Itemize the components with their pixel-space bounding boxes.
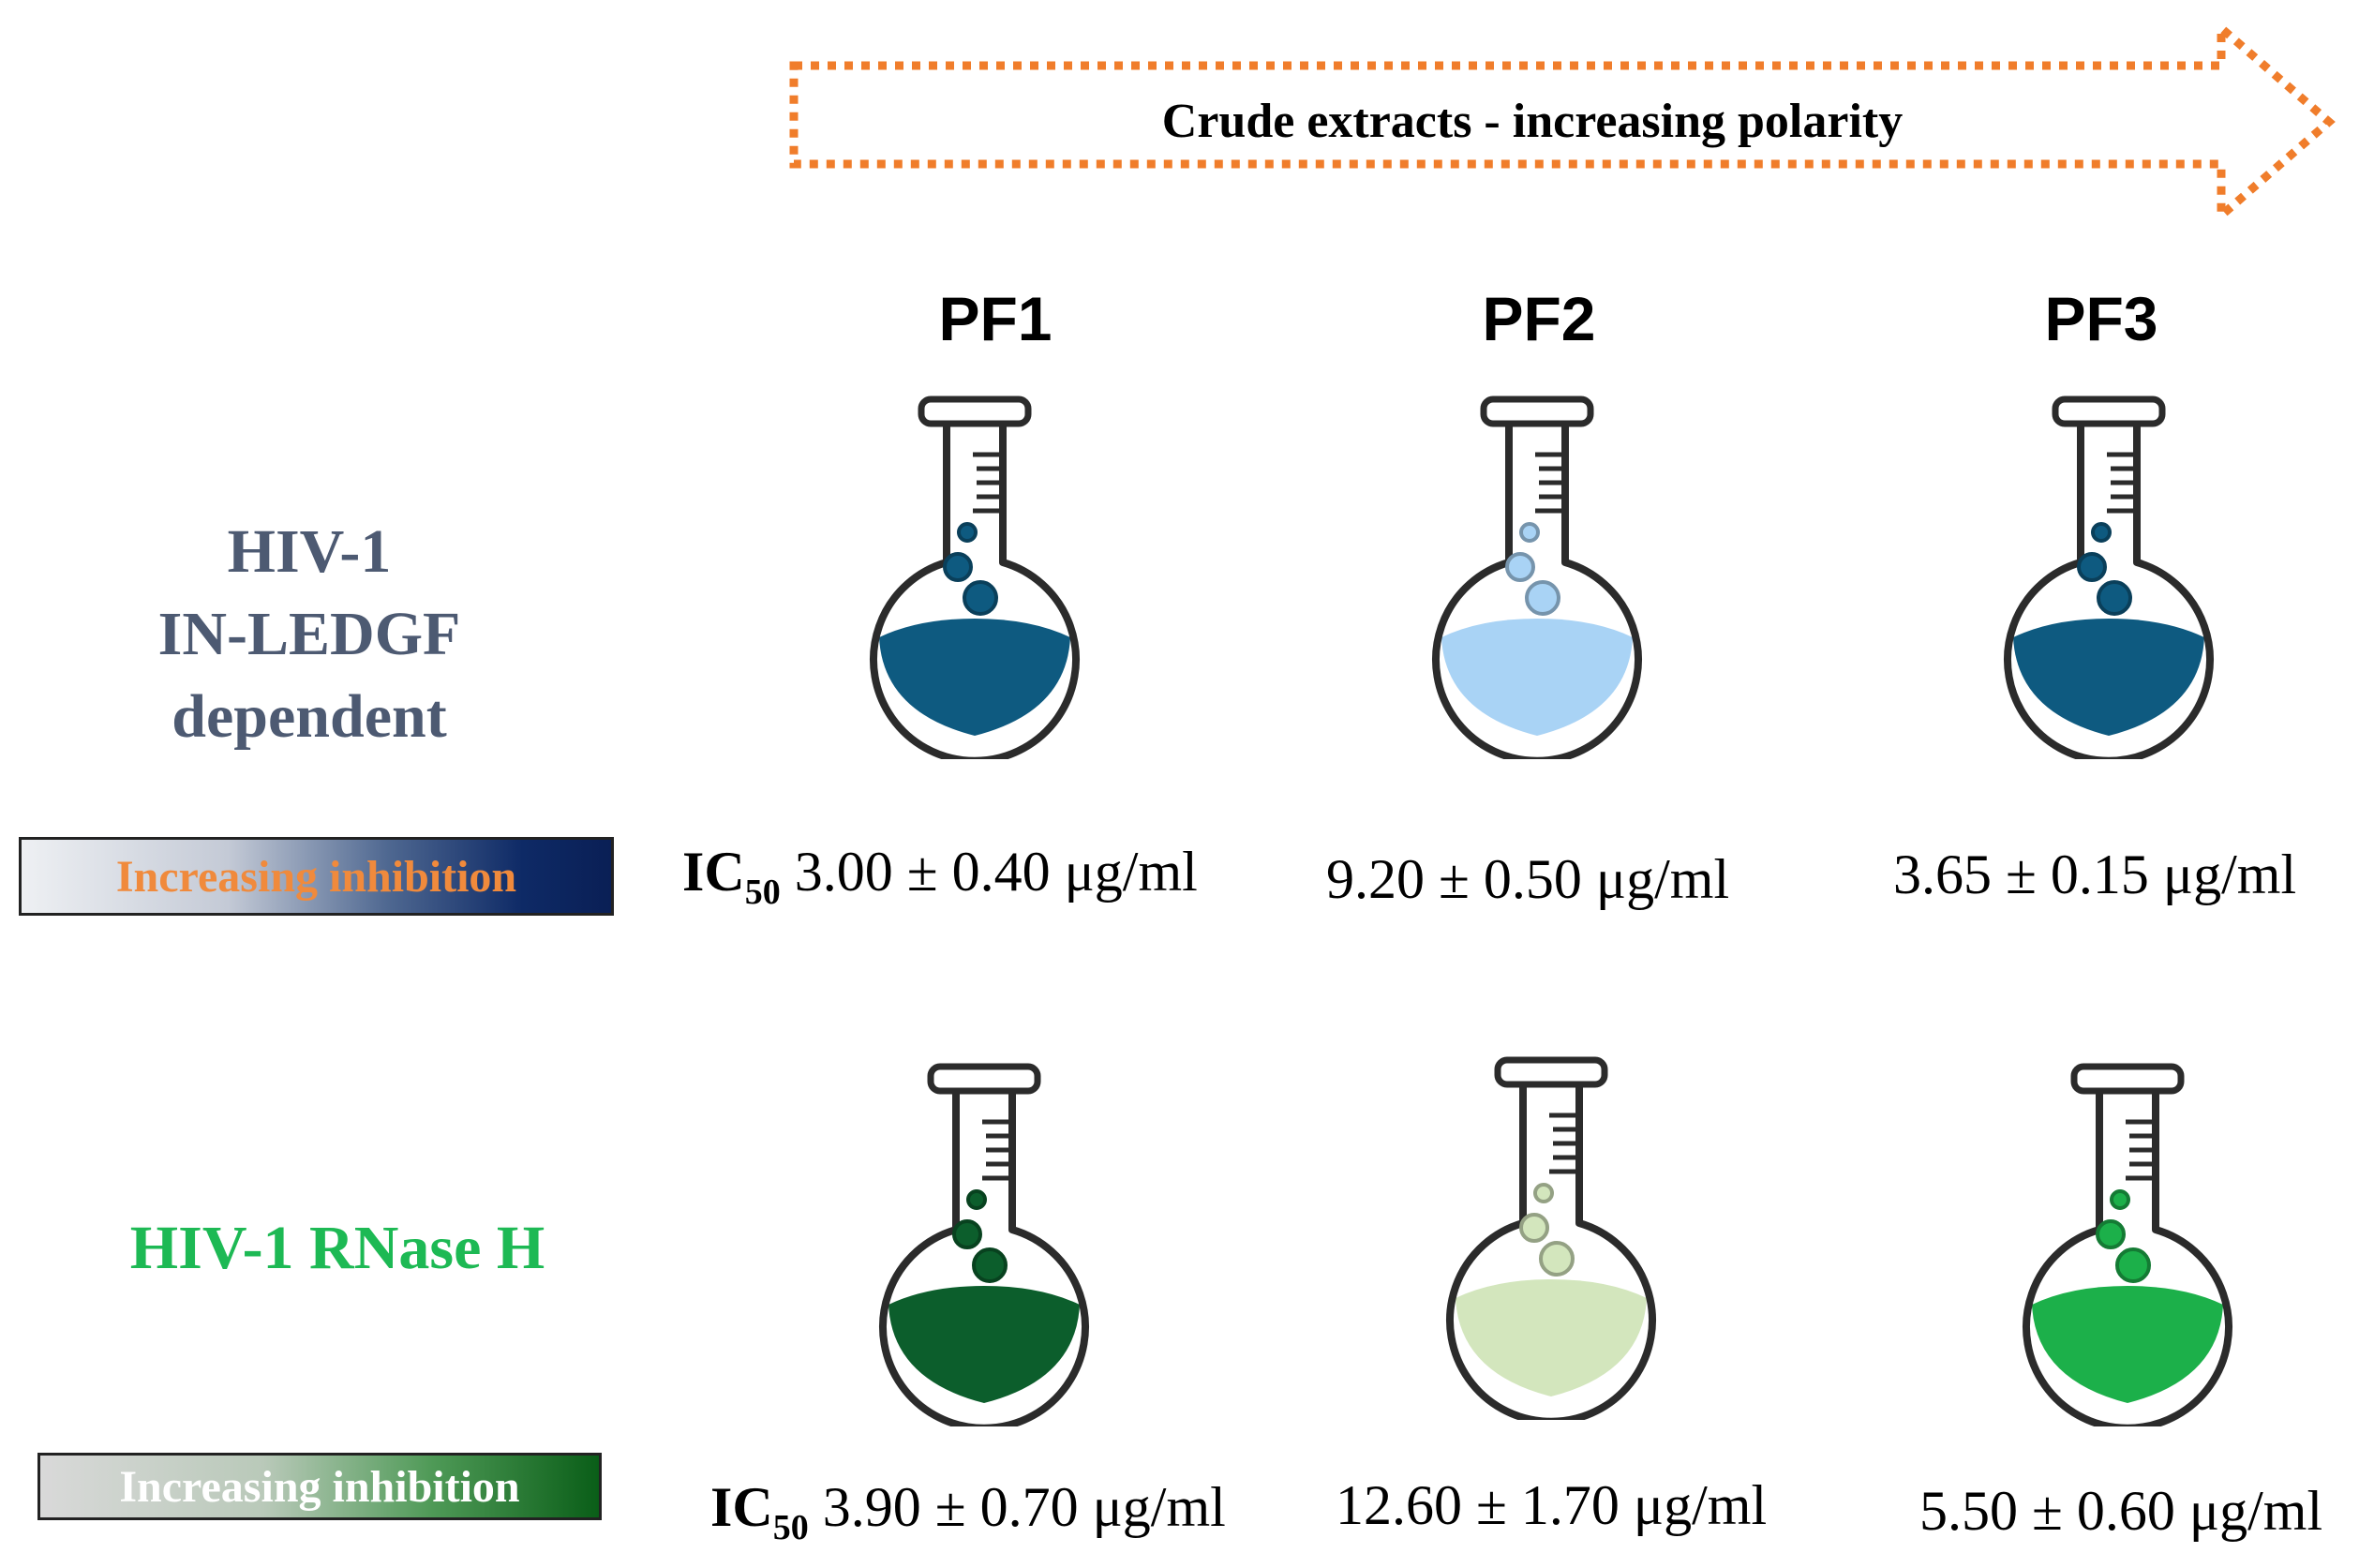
ic50-subscript: 50 — [772, 1508, 809, 1547]
inhibition-gradient-bar-blue: Increasing inhibition — [19, 837, 614, 916]
flask-bubble — [963, 580, 998, 616]
flask-outline — [1446, 1083, 1656, 1420]
flask-lip — [1494, 1056, 1608, 1088]
ic50-value: 3.00 ± 0.40 μg/ml — [794, 841, 1198, 903]
flask-outline — [2004, 422, 2214, 759]
row-label-rnase-h: HIV-1 RNase H — [129, 1214, 545, 1282]
flask-lip — [927, 1063, 1041, 1095]
ic50-value-pf1-in-ledgf: IC50 3.00 ± 0.40 μg/ml — [682, 834, 1198, 930]
flask-bubble — [952, 1219, 982, 1249]
flask-outline — [879, 1089, 1089, 1426]
flask-bubble — [2077, 552, 2107, 582]
column-header-pf2: PF2 — [1482, 284, 1596, 353]
flask-liquid — [888, 1286, 1080, 1403]
flask-bubble — [1539, 1241, 1575, 1277]
ic50-prefix: IC — [710, 1476, 773, 1538]
ic50-prefix: IC — [682, 841, 745, 903]
flask-bubble — [943, 552, 973, 582]
ic50-value-pf3-rnase-h: 5.50 ± 0.60 μg/ml — [1919, 1480, 2323, 1542]
flask-outline — [1432, 422, 1642, 759]
polarity-arrow-label: Crude extracts - increasing polarity — [1161, 95, 1904, 148]
ic50-value-pf2-in-ledgf: 9.20 ± 0.50 μg/ml — [1326, 848, 1730, 910]
flask-lip — [1480, 396, 1594, 427]
flask-bubble — [1525, 580, 1560, 616]
flask-liquid — [879, 619, 1070, 736]
ic50-subscript: 50 — [744, 873, 781, 912]
flask-outline — [870, 422, 1080, 759]
flask-bubble — [2097, 580, 2132, 616]
row-label-line: dependent — [172, 682, 447, 751]
row-label-line: IN-LEDGF — [157, 600, 461, 668]
flask-pf2-rnase-h — [1446, 1056, 1656, 1420]
flask-liquid — [1441, 619, 1633, 736]
ic50-value-pf3-in-ledgf: 3.65 ± 0.15 μg/ml — [1893, 844, 2297, 905]
flask-lip — [2052, 396, 2166, 427]
flask-bubble — [2096, 1219, 2126, 1249]
flask-bubble — [972, 1247, 1008, 1283]
flask-bubble — [1519, 1213, 1549, 1243]
flask-pf2-in-ledgf — [1432, 396, 1642, 759]
flask-liquid — [1456, 1279, 1647, 1396]
row-label-line: HIV-1 — [227, 517, 392, 586]
flask-bubble — [2110, 1189, 2130, 1210]
flask-lip — [2070, 1063, 2185, 1095]
row-label-in-ledgf: HIV-1 IN-LEDGF dependent — [84, 511, 534, 758]
flask-pf3-rnase-h — [2023, 1063, 2232, 1426]
flask-bubble — [1505, 552, 1535, 582]
flask-bubble — [2091, 522, 2112, 543]
ic50-value-pf1-rnase-h: IC50 3.90 ± 0.70 μg/ml — [710, 1470, 1226, 1565]
flask-bubble — [957, 522, 978, 543]
flask-bubble — [966, 1189, 987, 1210]
ic50-value-pf2-rnase-h: 12.60 ± 1.70 μg/ml — [1336, 1474, 1768, 1536]
inhibition-gradient-bar-green: Increasing inhibition — [37, 1453, 602, 1520]
flask-bubble — [1533, 1183, 1554, 1203]
flask-pf3-in-ledgf — [2004, 396, 2214, 759]
flask-bubble — [1519, 522, 1540, 543]
flask-pf1-rnase-h — [879, 1063, 1089, 1426]
flask-bubble — [2115, 1247, 2151, 1283]
flask-pf1-in-ledgf — [870, 396, 1080, 759]
column-header-pf1: PF1 — [938, 284, 1053, 353]
flask-outline — [2023, 1089, 2232, 1426]
flask-lip — [918, 396, 1032, 427]
flask-liquid — [2032, 1286, 2223, 1403]
ic50-value: 3.90 ± 0.70 μg/ml — [822, 1476, 1226, 1538]
flask-liquid — [2013, 619, 2204, 736]
column-header-pf3: PF3 — [2044, 284, 2158, 353]
polarity-arrow — [789, 19, 2336, 225]
